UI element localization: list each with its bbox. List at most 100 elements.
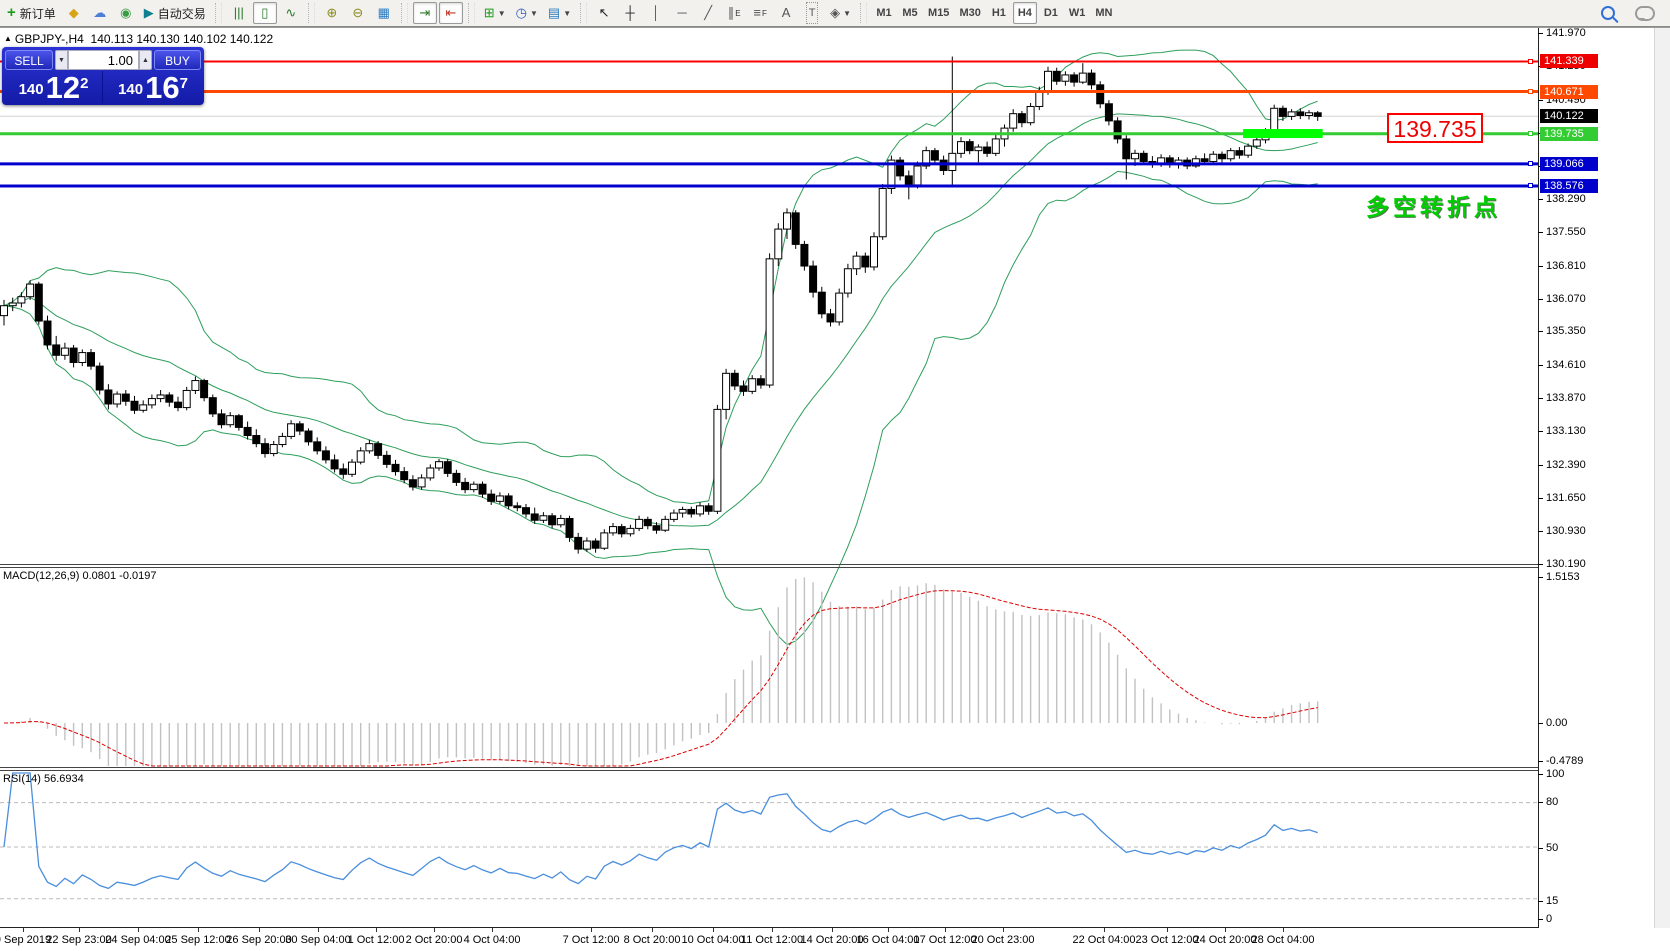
time-tick-label: 24 Sep 04:00 xyxy=(105,934,171,946)
line-chart-button[interactable]: ∿ xyxy=(279,2,303,24)
price-tick xyxy=(1538,198,1543,200)
templates-button[interactable]: ▤ ▼ xyxy=(544,2,575,24)
cloud-button[interactable]: ☁ xyxy=(88,2,112,24)
cursor-button[interactable]: ↖ xyxy=(592,2,616,24)
search-button[interactable] xyxy=(1596,2,1620,24)
shapes-button[interactable]: ◈ ▼ xyxy=(826,2,855,24)
sell-button[interactable]: SELL xyxy=(5,50,53,70)
timeframe-h4[interactable]: H4 xyxy=(1012,2,1037,24)
chat-button[interactable] xyxy=(1631,2,1659,24)
turning-point-note[interactable]: 多空转折点 xyxy=(1366,194,1501,220)
horizontal-line-button[interactable]: ─ xyxy=(670,2,694,24)
timeframe-m30-label: M30 xyxy=(959,7,981,19)
buy-price[interactable]: 140 16 7 xyxy=(105,71,201,103)
time-tick-label: 4 Oct 04:00 xyxy=(463,934,521,946)
timeframe-w1[interactable]: W1 xyxy=(1065,2,1090,24)
time-tick-label: 1 Oct 12:00 xyxy=(347,934,405,946)
market-button[interactable]: ◆ xyxy=(62,2,86,24)
price-annotation-box[interactable]: 139.735 xyxy=(1387,113,1483,143)
time-axis[interactable]: 9 Sep 2019 22 Sep 23:00 24 Sep 04:00 25 Sep… xyxy=(0,928,1670,951)
price-tick-label: 130.930 xyxy=(1546,524,1586,537)
time-tick xyxy=(591,928,592,932)
auto-scroll-button[interactable]: ⇥ xyxy=(412,2,437,24)
search-icon xyxy=(1601,6,1615,20)
time-tick xyxy=(259,928,260,932)
timeframe-mn[interactable]: MN xyxy=(1091,2,1116,24)
timeframe-m5-label: M5 xyxy=(902,7,918,19)
zoom-group: ⊕ ⊖ ▦ xyxy=(319,0,397,26)
one-click-trading-panel: SELL ▼ ▲ BUY 140 12 2 140 16 7 xyxy=(2,47,204,105)
auto-trading-button[interactable]: ▶ 自动交易 xyxy=(140,2,210,24)
right-margin xyxy=(1654,28,1670,928)
price-tick-label: 137.550 xyxy=(1546,226,1586,239)
timeframe-m5[interactable]: M5 xyxy=(898,2,922,24)
rsi-tick-label: 50 xyxy=(1546,842,1559,854)
timeframe-d1[interactable]: D1 xyxy=(1039,2,1063,24)
time-tick xyxy=(434,928,435,932)
crosshair-button[interactable]: ┼ xyxy=(618,2,642,24)
time-tick xyxy=(1225,928,1226,932)
toolbar-separator xyxy=(860,3,868,23)
buy-price-big: 16 xyxy=(145,70,180,105)
toolbar-separator xyxy=(307,3,315,23)
time-tick-label: 9 Sep 2019 xyxy=(0,934,52,946)
volume-increase-button[interactable]: ▲ xyxy=(139,50,152,70)
tile-windows-button[interactable]: ▦ xyxy=(372,2,396,24)
chevron-down-icon[interactable]: ▼ xyxy=(529,8,538,18)
zoom-out-button[interactable]: ⊖ xyxy=(346,2,370,24)
price-tick-label: 141.970 xyxy=(1546,27,1586,39)
chevron-down-icon[interactable]: ▼ xyxy=(563,8,572,18)
trendline-icon: ╱ xyxy=(704,5,713,20)
macd-tick xyxy=(1538,723,1543,724)
chevron-down-icon[interactable]: ▼ xyxy=(843,8,852,18)
timeframe-m30[interactable]: M30 xyxy=(955,2,984,24)
sell-price[interactable]: 140 12 2 xyxy=(5,71,103,103)
sell-price-sup: 2 xyxy=(80,75,89,92)
new-chart-button[interactable]: ⊞ ▼ xyxy=(480,2,510,24)
timeframe-m15[interactable]: M15 xyxy=(924,2,953,24)
toolbar-separator xyxy=(214,3,222,23)
zoom-in-button[interactable]: ⊕ xyxy=(320,2,344,24)
time-tick-label: 17 Oct 12:00 xyxy=(913,934,977,946)
bar-chart-button[interactable]: ||| xyxy=(227,2,251,24)
label-button[interactable]: T xyxy=(800,2,824,24)
text-button[interactable]: A xyxy=(774,2,798,24)
spin-up-icon: ▲ xyxy=(142,57,149,64)
timeframe-m1[interactable]: M1 xyxy=(872,2,896,24)
timeframe-h1[interactable]: H1 xyxy=(987,2,1011,24)
symbol-period-label: GBPJPY-,H4 xyxy=(14,32,84,46)
price-tick xyxy=(1538,431,1543,433)
gold-icon: ◆ xyxy=(68,5,79,20)
volume-decrease-button[interactable]: ▼ xyxy=(55,50,68,70)
volume-input[interactable] xyxy=(68,50,139,70)
rsi-tick-label: 15 xyxy=(1546,895,1559,907)
auto-trading-button-label: 自动交易 xyxy=(157,6,206,21)
price-tick xyxy=(1538,498,1543,500)
chart-shift-button[interactable]: ⇤ xyxy=(438,2,463,24)
candlestick-button[interactable]: ▯ xyxy=(252,2,277,24)
periods-button[interactable]: ◷ ▼ xyxy=(512,2,542,24)
price-tick-label: 130.190 xyxy=(1546,558,1586,570)
time-tick-label: 16 Oct 04:00 xyxy=(856,934,920,946)
price-tick-label: 136.810 xyxy=(1546,259,1586,272)
price-tick xyxy=(1538,331,1543,333)
fibonacci-button-sub: F xyxy=(761,8,767,18)
time-tick xyxy=(23,928,24,932)
time-tick-label: 30 Sep 04:00 xyxy=(285,934,351,946)
trendline-button[interactable]: ╱ xyxy=(696,2,720,24)
channel-button[interactable]: ∥ E xyxy=(722,2,746,24)
bar-chart-icon: ||| xyxy=(233,5,244,20)
text-icon: A xyxy=(781,5,791,20)
buy-button[interactable]: BUY xyxy=(154,50,201,70)
signals-button[interactable]: ◉ xyxy=(114,2,138,24)
time-tick-label: 10 Oct 04:00 xyxy=(681,934,745,946)
price-tick-label: 132.390 xyxy=(1546,458,1586,471)
time-tick xyxy=(198,928,199,932)
vertical-line-button[interactable]: │ xyxy=(644,2,668,24)
chart-canvas[interactable] xyxy=(0,28,1538,929)
chevron-down-icon[interactable]: ▼ xyxy=(497,8,506,18)
level-line-marker xyxy=(1528,131,1533,137)
fibonacci-button[interactable]: ≡ F xyxy=(748,2,772,24)
time-tick-label: 26 Sep 20:00 xyxy=(226,934,292,946)
new-order-button[interactable]: + 新订单 xyxy=(3,2,60,24)
